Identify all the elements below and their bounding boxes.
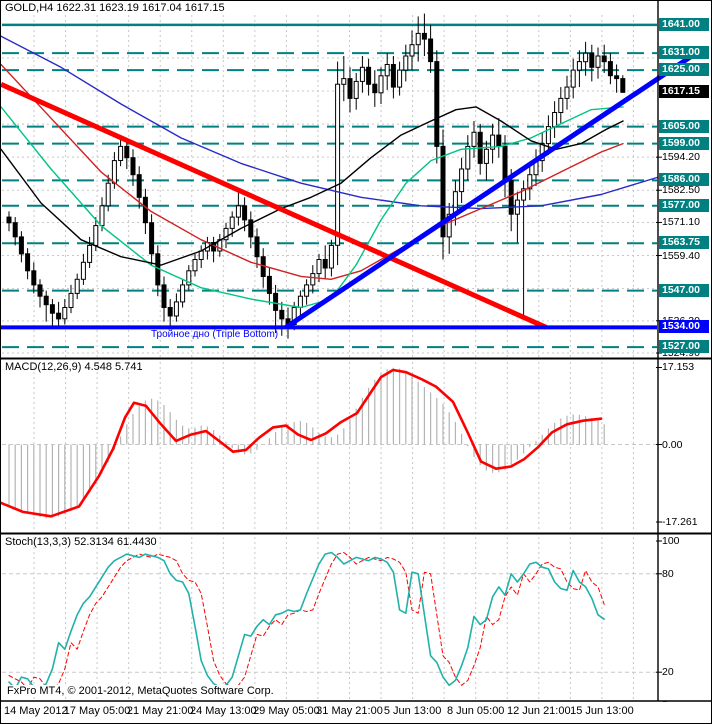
time-label: 5 Jun 13:00 (383, 705, 442, 717)
price-tick-label: 1559.40 (662, 249, 700, 262)
price-level-label: 1577.00 (659, 198, 709, 212)
macd-title: MACD(12,26,9) 4.548 5.741 (5, 361, 143, 373)
price-tick-label: 1571.10 (662, 216, 700, 229)
time-label: 31 May 21:00 (316, 705, 383, 717)
macd-panel[interactable] (1, 359, 658, 533)
price-chart-panel[interactable] (1, 1, 658, 358)
price-level-label: 1625.00 (659, 63, 709, 77)
macd-tick-label: 0.00 (662, 438, 683, 451)
chart-title-ohlc: GOLD,H4 1622.31 1623.19 1617.04 1617.15 (5, 2, 225, 14)
stoch-tick-label: 80 (662, 567, 674, 580)
current-price-label: 1617.15 (659, 85, 709, 99)
stoch-title: Stoch(13,3,3) 52.3134 61.4430 (5, 536, 157, 548)
price-level-label: 1641.00 (659, 17, 709, 31)
stoch-panel[interactable] (1, 534, 658, 701)
macd-tick-label: -17.261 (662, 516, 698, 528)
time-label: 17 May 05:00 (63, 705, 131, 717)
price-level-label: 1631.00 (659, 46, 709, 60)
macd-tick-label: 17.153 (662, 361, 695, 374)
price-tick-label: 1582.50 (662, 184, 700, 197)
copyright-text: FxPro MT4, © 2001-2012, MetaQuotes Softw… (4, 685, 277, 697)
time-label: 29 May 05:00 (253, 705, 320, 717)
time-axis-scale[interactable]: 14 May 2012 17 May 05:00 21 May 21:00 24 Ma… (1, 702, 711, 723)
price-tick-label: 1594.20 (662, 151, 700, 164)
price-level-label: 1527.00 (659, 340, 709, 354)
price-level-label: 1605.00 (659, 119, 709, 133)
time-label: 24 May 13:00 (189, 705, 257, 717)
stoch-tick-label: 100 (662, 535, 680, 547)
time-label: 12 Jun 21:00 (506, 705, 571, 717)
support-level-label: 1534.00 (659, 320, 709, 334)
time-label: 15 Jun 13:00 (570, 705, 634, 717)
price-level-label: 1547.00 (659, 283, 709, 297)
time-label: 8 Jun 05:00 (446, 705, 505, 717)
stoch-tick-label: 20 (662, 666, 674, 679)
price-level-label: 1599.00 (659, 136, 709, 150)
price-level-label: 1563.75 (659, 236, 709, 250)
triple-bottom-annotation: Тройное дно (Triple Bottom) (151, 329, 279, 340)
time-label: 21 May 21:00 (126, 705, 194, 717)
price-level-label: 1586.00 (659, 173, 709, 187)
time-label: 14 May 2012 (4, 705, 68, 717)
